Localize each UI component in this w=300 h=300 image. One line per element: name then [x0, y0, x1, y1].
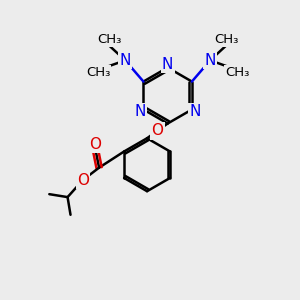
Text: O: O [89, 137, 101, 152]
Text: CH₃: CH₃ [214, 33, 238, 46]
Text: O: O [77, 172, 89, 188]
Text: N: N [189, 104, 201, 119]
Text: N: N [135, 104, 146, 119]
Text: N: N [205, 53, 216, 68]
Text: CH₃: CH₃ [225, 66, 249, 79]
Text: N: N [119, 53, 131, 68]
Text: N: N [162, 56, 173, 71]
Text: CH₃: CH₃ [86, 66, 110, 79]
Text: CH₃: CH₃ [97, 33, 122, 46]
Text: O: O [152, 123, 164, 138]
